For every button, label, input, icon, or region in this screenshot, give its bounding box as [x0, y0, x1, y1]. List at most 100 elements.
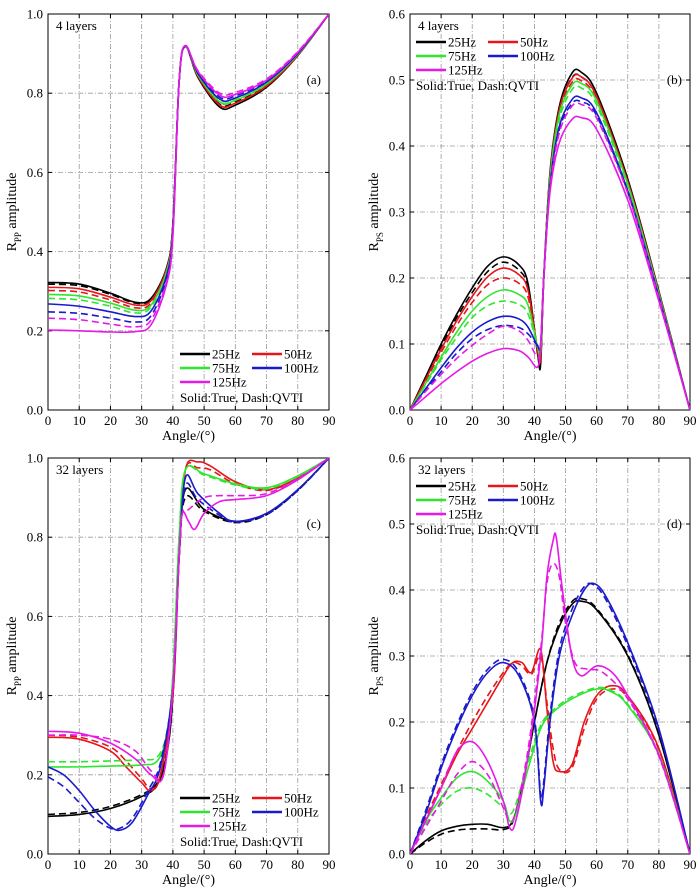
- series-line-75Hz-true: [48, 458, 329, 768]
- x-tick-label: 90: [323, 413, 336, 428]
- x-tick-label: 10: [73, 857, 86, 872]
- y-axis-label-rest: amplitude: [5, 173, 20, 233]
- y-tick-label: 0.2: [389, 271, 405, 286]
- series-line-125Hz-qvti: [410, 102, 690, 410]
- y-tick-label: 0.6: [27, 165, 44, 180]
- y-axis-label-main: R: [5, 241, 20, 251]
- series-line-50Hz-qvti: [48, 14, 329, 309]
- y-tick-label: 0.4: [389, 139, 406, 154]
- legend-label-100Hz: 100Hz: [520, 493, 555, 508]
- legend-label-75Hz: 75Hz: [448, 49, 476, 64]
- plot-frame: [47, 457, 330, 855]
- x-tick-label: 40: [528, 413, 541, 428]
- x-tick-label: 70: [621, 413, 634, 428]
- series-line-125Hz-qvti: [48, 458, 329, 782]
- y-axis-label-main: R: [5, 685, 20, 695]
- series-line-50Hz-true: [410, 73, 690, 410]
- y-tick-label: 0.3: [389, 649, 405, 664]
- chart-panel-a: 0 10 20 30 40 50 60 70 80 90 0.0 0.2 0.4 0.6 0.8 1.0 Ang…: [5, 7, 336, 445]
- x-tick-label: 90: [684, 857, 697, 872]
- y-tick-label: 0.4: [27, 244, 44, 259]
- y-axis-label-sub: PS: [375, 676, 385, 686]
- x-tick-label: 60: [590, 413, 603, 428]
- legend-label-25Hz: 25Hz: [212, 791, 240, 806]
- x-tick-label: 30: [135, 413, 148, 428]
- x-tick-label: 50: [559, 413, 572, 428]
- series-line-75Hz-qvti: [48, 14, 329, 314]
- series-group: [48, 458, 329, 832]
- x-axis-label: Angle/(°): [162, 429, 215, 444]
- series-line-75Hz-qvti: [410, 686, 690, 854]
- x-tick-label: 30: [497, 857, 510, 872]
- x-tick-label: 20: [466, 857, 479, 872]
- y-tick-label: 0.5: [389, 517, 405, 532]
- x-axis-label: Angle/(°): [523, 873, 576, 888]
- panel-title: 32 layers: [418, 462, 465, 477]
- x-tick-label: 80: [291, 857, 304, 872]
- y-tick-label: 0.6: [389, 7, 406, 22]
- series-line-25Hz-true: [48, 14, 329, 304]
- chart-panel-d: 0 10 20 30 40 50 60 70 80 90 0.0 0.1 0.2 0.3 0.4 0.5 0.6…: [367, 451, 697, 889]
- series-line-25Hz-true: [48, 458, 329, 818]
- panel-letter: (d): [667, 516, 682, 531]
- legend-note: Solid:True, Dash:QVTI: [416, 522, 539, 537]
- x-tick-label: 20: [104, 413, 117, 428]
- x-tick-label: 50: [198, 857, 211, 872]
- series-line-75Hz-true: [410, 80, 690, 410]
- series-line-25Hz-qvti: [410, 73, 690, 410]
- series-line-100Hz-qvti: [410, 582, 690, 854]
- y-tick-label: 0.4: [389, 583, 406, 598]
- series-line-50Hz-qvti: [48, 458, 329, 790]
- legend-label-100Hz: 100Hz: [284, 361, 319, 376]
- series-line-50Hz-qvti: [410, 654, 690, 854]
- series-line-25Hz-qvti: [410, 597, 690, 854]
- x-tick-label: 80: [291, 413, 304, 428]
- x-tick-label: 50: [559, 857, 572, 872]
- y-tick-label: 0.5: [389, 73, 405, 88]
- panel-letter: (b): [667, 72, 682, 87]
- x-tick-label: 30: [497, 413, 510, 428]
- legend-label-25Hz: 25Hz: [448, 479, 476, 494]
- legend-label-75Hz: 75Hz: [212, 361, 240, 376]
- x-tick-label: 90: [323, 857, 336, 872]
- x-tick-label: 60: [590, 857, 603, 872]
- x-tick-label: 50: [198, 413, 211, 428]
- y-axis-label-rest: amplitude: [5, 617, 20, 677]
- series-line-25Hz-qvti: [48, 458, 329, 816]
- y-tick-label: 0.4: [27, 688, 44, 703]
- series-group: [410, 532, 690, 854]
- y-tick-label: 0.1: [389, 781, 405, 796]
- x-tick-label: 70: [260, 857, 273, 872]
- x-tick-label: 90: [684, 413, 697, 428]
- y-axis-label-sub: PP: [13, 676, 23, 686]
- y-axis-label: RPP amplitude: [5, 173, 23, 252]
- x-tick-label: 0: [45, 857, 52, 872]
- y-tick-label: 1.0: [27, 451, 43, 466]
- panel-title: 4 layers: [418, 18, 459, 33]
- y-axis-label: RPP amplitude: [5, 617, 23, 696]
- x-tick-label: 60: [229, 413, 242, 428]
- x-tick-label: 10: [73, 413, 86, 428]
- y-tick-label: 0.1: [389, 337, 405, 352]
- y-axis-label-sub: PP: [13, 232, 23, 242]
- legend-label-50Hz: 50Hz: [520, 479, 548, 494]
- legend-label-50Hz: 50Hz: [520, 35, 548, 50]
- panel-letter: (c): [307, 516, 321, 531]
- legend-label-25Hz: 25Hz: [212, 347, 240, 362]
- panel-letter: (a): [307, 72, 321, 87]
- y-axis-label-main: R: [367, 241, 382, 251]
- x-tick-label: 0: [407, 413, 414, 428]
- x-tick-label: 40: [528, 857, 541, 872]
- series-line-50Hz-true: [410, 647, 690, 854]
- x-tick-label: 10: [435, 857, 448, 872]
- x-axis-label: Angle/(°): [523, 429, 576, 444]
- x-tick-label: 20: [466, 413, 479, 428]
- y-tick-label: 0.0: [27, 847, 43, 862]
- y-tick-label: 1.0: [27, 7, 43, 22]
- x-axis-label: Angle/(°): [162, 873, 215, 888]
- legend-note: Solid:True, Dash:QVTI: [416, 78, 539, 93]
